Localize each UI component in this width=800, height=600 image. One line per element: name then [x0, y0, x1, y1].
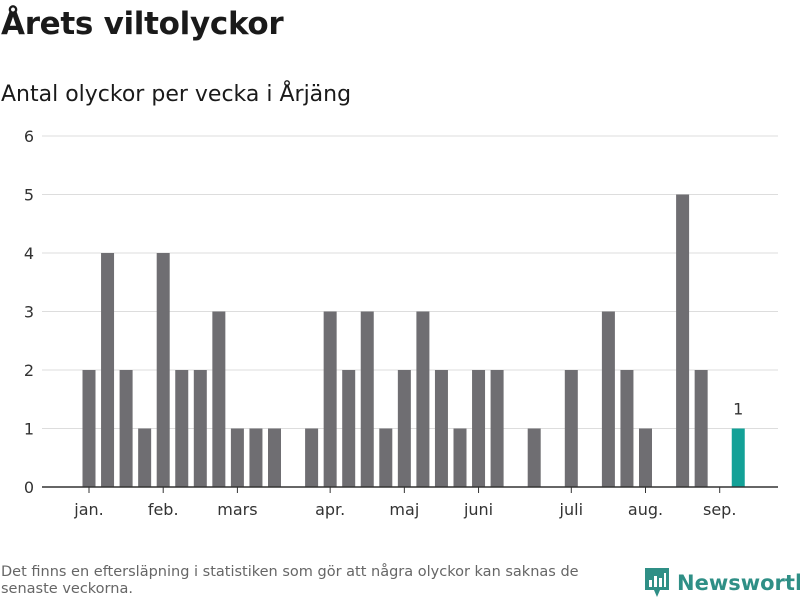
x-tick-label: jan. — [73, 500, 103, 519]
bar — [601, 311, 615, 487]
bar — [193, 370, 207, 487]
bar — [472, 370, 486, 487]
footnote: Det finns en eftersläpning i statistiken… — [1, 564, 579, 597]
bar — [490, 370, 504, 487]
bar — [101, 253, 115, 487]
bar — [639, 428, 652, 487]
x-tick-label: juli — [559, 500, 583, 519]
bar — [82, 370, 96, 487]
bar — [694, 370, 708, 487]
bar — [360, 311, 374, 487]
y-tick-label: 1 — [24, 420, 34, 439]
x-tick-label: sep. — [703, 500, 736, 519]
x-tick-label: feb. — [148, 500, 179, 519]
bar — [676, 194, 690, 487]
bar — [379, 428, 393, 487]
bar — [620, 370, 634, 487]
bar — [397, 370, 411, 487]
bar — [119, 370, 133, 487]
x-tick-label: juni — [463, 500, 493, 519]
bar — [416, 311, 430, 487]
bar-chart: 0 1 2 3 4 5 6 jan. feb. mars apr. maj juni juli aug. s… — [24, 127, 778, 519]
highlight-data-label: 1 — [733, 400, 743, 419]
chart-subtitle: Antal olyckor per vecka i Årjäng — [1, 82, 352, 107]
bar-highlighted — [731, 428, 745, 487]
bar — [212, 311, 226, 487]
y-tick-label: 3 — [24, 303, 34, 322]
y-tick-label: 0 — [24, 478, 34, 497]
bar — [434, 370, 448, 487]
y-tick-label: 6 — [24, 127, 34, 146]
bar-chart-logo-icon — [645, 568, 669, 597]
bar — [230, 428, 244, 487]
bar — [323, 311, 337, 487]
x-tick-label: apr. — [315, 500, 345, 519]
bar — [564, 370, 578, 487]
bar — [268, 428, 281, 487]
bar — [305, 428, 319, 487]
y-axis-ticks: 0 1 2 3 4 5 6 — [24, 127, 34, 497]
brand-logo: Newsworthy — [645, 568, 800, 598]
y-tick-label: 2 — [24, 361, 34, 380]
y-tick-label: 5 — [24, 186, 34, 205]
bar — [527, 428, 541, 487]
x-axis-ticks: jan. feb. mars apr. maj juni juli aug. sep. — [73, 487, 736, 519]
bar — [175, 370, 189, 487]
bar — [249, 428, 263, 487]
y-tick-label: 4 — [24, 244, 34, 263]
bar — [138, 428, 152, 487]
bars — [82, 194, 745, 487]
x-tick-label: mars — [217, 500, 257, 519]
bar — [156, 253, 170, 487]
brand-name: Newsworthy — [677, 571, 800, 595]
x-tick-label: maj — [389, 500, 419, 519]
x-tick-label: aug. — [628, 500, 663, 519]
bar — [342, 370, 356, 487]
bar — [453, 428, 467, 487]
chart-title: Årets viltolyckor — [1, 6, 284, 42]
